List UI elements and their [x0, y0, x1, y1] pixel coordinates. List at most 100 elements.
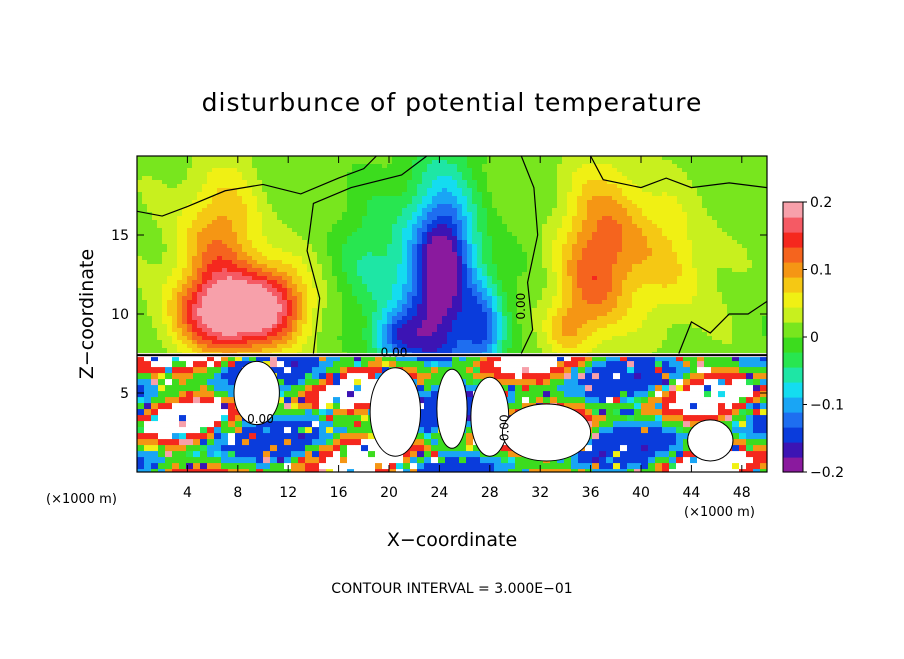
field-cell [642, 304, 648, 309]
field-cell [617, 172, 623, 177]
field-cell [752, 200, 758, 205]
field-cell [727, 168, 733, 173]
field-cell [562, 168, 568, 173]
field-cell [662, 300, 668, 305]
field-cell [412, 264, 418, 269]
field-cell [392, 188, 398, 193]
field-cell [692, 176, 698, 181]
field-cell [502, 268, 508, 273]
field-cell [662, 168, 668, 173]
field-cell [142, 268, 148, 273]
field-cell [352, 160, 358, 165]
field-cell [457, 264, 463, 269]
field-cell [422, 300, 428, 305]
field-cell [327, 192, 333, 197]
field-cell [197, 252, 203, 257]
field-cell [452, 156, 458, 161]
field-cell [137, 164, 143, 169]
field-cell [147, 216, 153, 221]
field-cell [227, 288, 233, 293]
field-cell [437, 248, 443, 253]
field-cell [337, 280, 343, 285]
field-cell [377, 212, 383, 217]
field-cell [522, 156, 528, 161]
field-cell [182, 224, 188, 229]
field-cell [417, 176, 423, 181]
field-cell [542, 200, 548, 205]
field-cell [267, 268, 273, 273]
field-cell [387, 248, 393, 253]
field-cell [712, 208, 718, 213]
field-cell [297, 172, 303, 177]
field-cell [352, 228, 358, 233]
field-cell [317, 204, 323, 209]
field-cell [727, 160, 733, 165]
field-cell [687, 168, 693, 173]
field-cell [182, 312, 188, 317]
field-cell [392, 280, 398, 285]
field-cell [392, 248, 398, 253]
field-cell [762, 304, 767, 309]
field-cell [582, 188, 588, 193]
field-cell [677, 296, 683, 301]
field-cell [342, 252, 348, 257]
field-cell [517, 284, 523, 289]
field-cell [517, 196, 523, 201]
field-cell [172, 224, 178, 229]
field-cell [222, 188, 228, 193]
field-cell [222, 276, 228, 281]
field-cell [712, 196, 718, 201]
field-cell [167, 276, 173, 281]
field-cell [717, 244, 723, 249]
field-cell [172, 280, 178, 285]
field-cell [377, 208, 383, 213]
field-cell [257, 224, 263, 229]
field-cell [557, 280, 563, 285]
field-cell [452, 288, 458, 293]
field-cell [622, 208, 628, 213]
field-cell [647, 168, 653, 173]
field-cell [487, 188, 493, 193]
field-cell [452, 212, 458, 217]
field-cell [302, 156, 308, 161]
field-cell [677, 232, 683, 237]
field-cell [512, 196, 518, 201]
field-cell [287, 168, 293, 173]
field-cell [512, 296, 518, 301]
field-cell [652, 164, 658, 169]
field-cell [732, 252, 738, 257]
field-cell [292, 292, 298, 297]
field-cell [272, 220, 278, 225]
field-cell [247, 260, 253, 265]
field-cell [687, 192, 693, 197]
field-cell [152, 228, 158, 233]
field-cell [722, 240, 728, 245]
field-cell [582, 308, 588, 313]
field-cell [452, 160, 458, 165]
field-cell [527, 160, 533, 165]
field-cell [487, 176, 493, 181]
field-cell [422, 172, 428, 177]
field-cell [502, 304, 508, 309]
field-cell [612, 200, 618, 205]
field-cell [507, 280, 513, 285]
field-cell [742, 220, 748, 225]
field-cell [742, 296, 748, 301]
field-cell [612, 160, 618, 165]
field-cell [217, 192, 223, 197]
field-cell [612, 164, 618, 169]
field-cell [162, 168, 168, 173]
field-cell [637, 276, 643, 281]
field-cell [467, 284, 473, 289]
field-cell [647, 180, 653, 185]
field-cell [372, 160, 378, 165]
field-cell [247, 196, 253, 201]
field-cell [732, 264, 738, 269]
field-cell [577, 292, 583, 297]
field-cell [472, 256, 478, 261]
field-cell [382, 220, 388, 225]
field-cell [427, 264, 433, 269]
field-cell [442, 292, 448, 297]
field-cell [157, 176, 163, 181]
field-cell [557, 236, 563, 241]
